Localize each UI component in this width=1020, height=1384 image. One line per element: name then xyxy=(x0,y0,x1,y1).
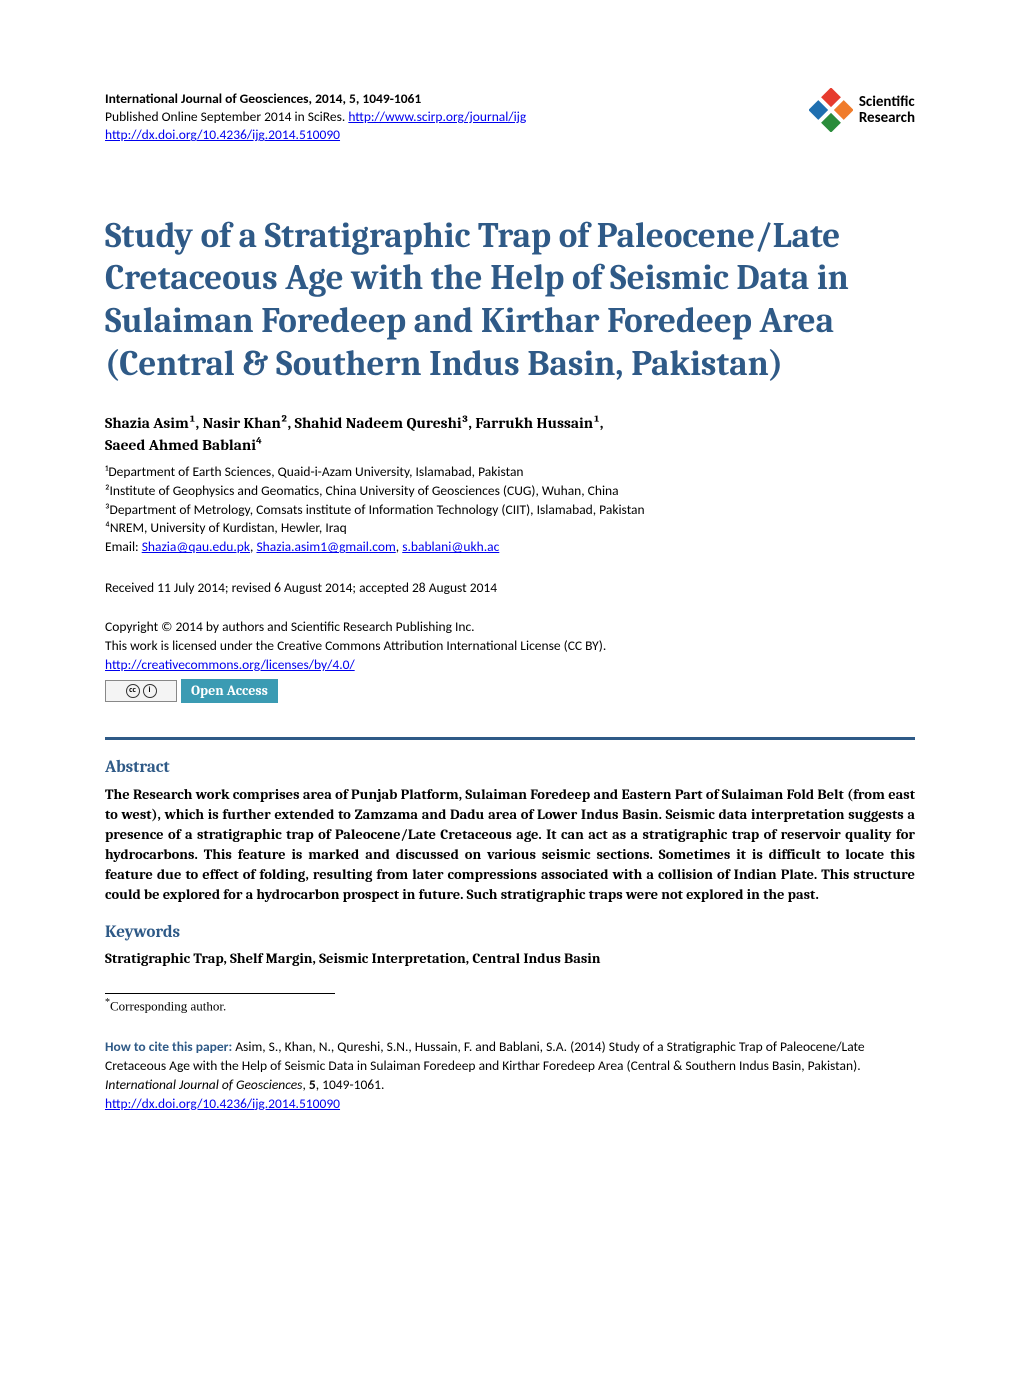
authors-line2: Saeed Ahmed Bablani⁴ xyxy=(105,435,915,457)
cite-lead: How to cite this paper: xyxy=(105,1038,235,1055)
header-block: International Journal of Geosciences, 20… xyxy=(105,90,915,145)
affil-1: ¹Department of Earth Sciences, Quaid-i-A… xyxy=(105,463,915,482)
copyright-block: Copyright © 2014 by authors and Scientif… xyxy=(105,618,915,702)
abstract-heading: Abstract xyxy=(105,758,915,777)
journal-url-link[interactable]: http://www.scirp.org/journal/ijg xyxy=(348,108,526,125)
citation-block: How to cite this paper: Asim, S., Khan, … xyxy=(105,1038,915,1114)
open-access-badge: Open Access xyxy=(181,679,278,703)
email-prefix: Email: xyxy=(105,538,142,555)
doi-line: http://dx.doi.org/10.4236/ijg.2014.51009… xyxy=(105,126,915,144)
section-divider xyxy=(105,737,915,740)
published-line: Published Online September 2014 in SciRe… xyxy=(105,108,915,126)
affiliations: ¹Department of Earth Sciences, Quaid-i-A… xyxy=(105,463,915,557)
logo-line1: Scientific xyxy=(859,94,915,111)
publisher-logo: Scientific Research xyxy=(809,88,915,132)
copyright-line1: Copyright © 2014 by authors and Scientif… xyxy=(105,618,915,637)
paper-title: Study of a Stratigraphic Trap of Paleoce… xyxy=(105,215,915,386)
footnote-rule xyxy=(105,993,335,994)
publisher-logo-text: Scientific Research xyxy=(859,94,915,127)
logo-line2: Research xyxy=(859,110,915,127)
cite-journal: International Journal of Geosciences xyxy=(105,1076,302,1093)
corresponding-author-footnote: *Corresponding author. xyxy=(105,997,915,1014)
cc-by-badge-icon: cc i xyxy=(105,680,177,702)
keywords-text: Stratigraphic Trap, Shelf Margin, Seismi… xyxy=(105,950,915,967)
copyright-line2: This work is licensed under the Creative… xyxy=(105,637,915,656)
cite-doi-link[interactable]: http://dx.doi.org/10.4236/ijg.2014.51009… xyxy=(105,1095,340,1112)
keywords-heading: Keywords xyxy=(105,923,915,942)
email-line: Email: Shazia@qau.edu.pk, Shazia.asim1@g… xyxy=(105,538,915,557)
journal-line: International Journal of Geosciences, 20… xyxy=(105,90,915,108)
affil-4: ⁴NREM, University of Kurdistan, Hewler, … xyxy=(105,519,915,538)
cite-volume: 5 xyxy=(309,1076,316,1093)
authors: Shazia Asim¹, Nasir Khan², Shahid Nadeem… xyxy=(105,413,915,456)
email-1[interactable]: Shazia@qau.edu.pk xyxy=(142,538,250,555)
email-3[interactable]: s.bablani@ukh.ac xyxy=(402,538,499,555)
authors-line1: Shazia Asim¹, Nasir Khan², Shahid Nadeem… xyxy=(105,413,915,435)
abstract-text: The Research work comprises area of Punj… xyxy=(105,785,915,905)
doi-link[interactable]: http://dx.doi.org/10.4236/ijg.2014.51009… xyxy=(105,126,340,143)
dates-line: Received 11 July 2014; revised 6 August … xyxy=(105,579,915,596)
affil-3: ³Department of Metrology, Comsats instit… xyxy=(105,501,915,520)
license-badges: cc i Open Access xyxy=(105,679,915,703)
email-2[interactable]: Shazia.asim1@gmail.com xyxy=(256,538,395,555)
affil-2: ²Institute of Geophysics and Geomatics, … xyxy=(105,482,915,501)
cite-text3: , 1049-1061. xyxy=(316,1076,385,1093)
scirp-logo-icon xyxy=(809,88,853,132)
published-prefix: Published Online September 2014 in SciRe… xyxy=(105,108,348,125)
license-link[interactable]: http://creativecommons.org/licenses/by/4… xyxy=(105,656,355,673)
